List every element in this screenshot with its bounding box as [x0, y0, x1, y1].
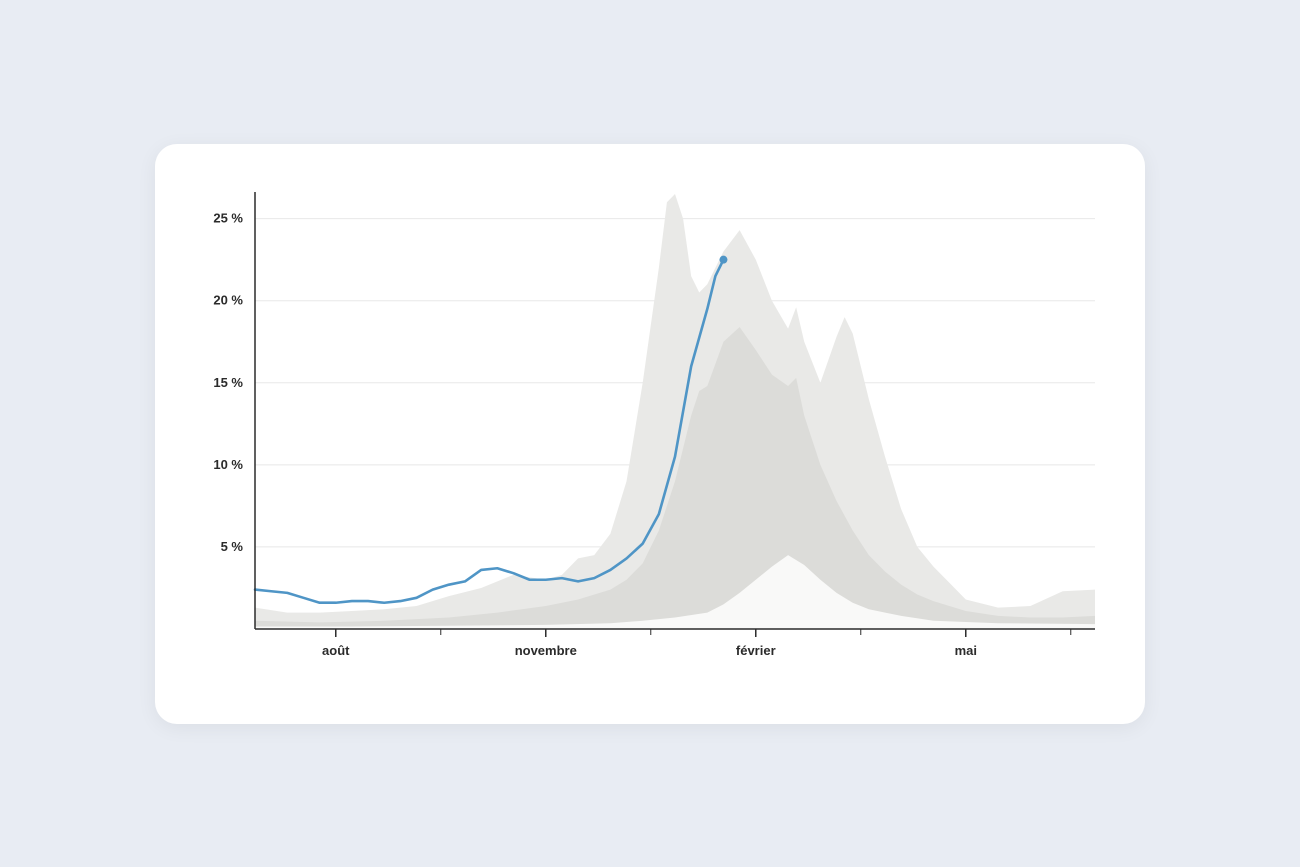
y-tick-label: 5 %: [221, 538, 244, 553]
y-tick-label: 20 %: [213, 292, 243, 307]
y-tick-label: 10 %: [213, 456, 243, 471]
y-tick-label: 25 %: [213, 210, 243, 225]
x-tick-label: février: [736, 643, 776, 658]
x-tick-label: mai: [955, 643, 977, 658]
chart-svg: 5 % 10 % 15 % 20 % 25 % août novembre février ma…: [185, 174, 1105, 694]
x-tick-label: août: [322, 643, 350, 658]
x-tick-label: novembre: [515, 643, 577, 658]
y-tick-label: 15 %: [213, 374, 243, 389]
chart-card: 5 % 10 % 15 % 20 % 25 % août novembre février ma…: [155, 144, 1145, 724]
line-end-marker: [719, 255, 727, 263]
